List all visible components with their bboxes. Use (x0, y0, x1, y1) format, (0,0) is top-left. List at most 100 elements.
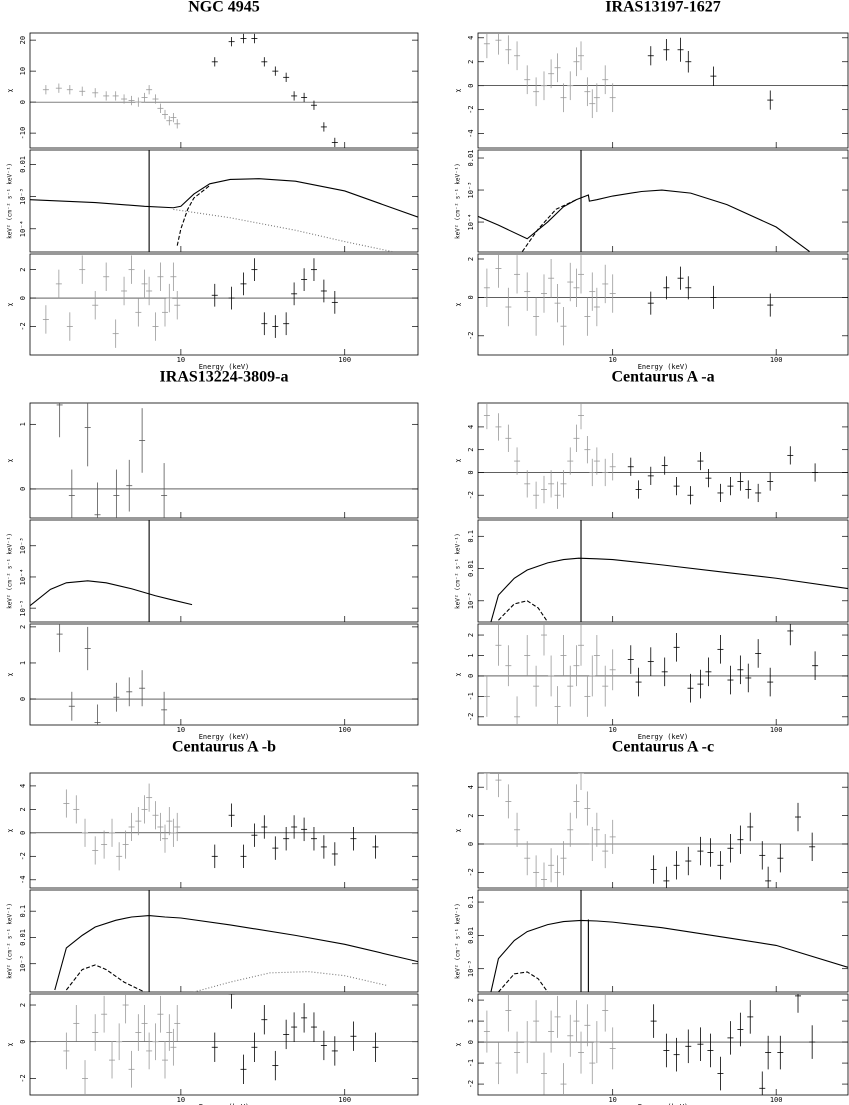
y-tick-label: 0.01 (19, 929, 27, 946)
model-curve (176, 185, 211, 246)
y-axis-label: keV² (cm⁻² s⁻¹ keV⁻¹) (7, 533, 14, 609)
panel-frame (29, 253, 419, 356)
x-tick-label: 100 (770, 726, 783, 734)
y-tick-label: 0.1 (467, 530, 475, 543)
plot-area (30, 33, 418, 148)
y-axis-label: keV² (cm⁻² s⁻¹ keV⁻¹) (455, 533, 462, 609)
panel-frame (29, 772, 419, 889)
y-axis-label: χ (455, 1042, 462, 1046)
y-tick-label: -1 (467, 692, 475, 700)
y-tick-label: 10 (19, 67, 27, 75)
x-tick-label: 10 (608, 726, 616, 734)
panel-frame (477, 519, 849, 623)
y-tick-label: 1 (19, 422, 27, 426)
panel-frame (477, 32, 849, 149)
y-tick-label: 0 (19, 296, 27, 300)
y-tick-label: 2 (467, 448, 475, 452)
x-axis-label: Energy (keV) (199, 1103, 250, 1105)
y-tick-label: 2 (467, 60, 475, 64)
y-tick-label: -4 (467, 129, 475, 137)
model-curve (490, 557, 848, 622)
x-axis-label: Energy (keV) (638, 733, 689, 741)
y-tick-label: 2 (19, 1003, 27, 1007)
y-tick-label: 4 (467, 425, 475, 429)
plot-area (30, 624, 418, 725)
y-axis-label: χ (7, 1042, 14, 1046)
y-tick-label: 4 (19, 784, 27, 788)
y-tick-label: 0 (467, 295, 475, 299)
y-tick-label: 2 (467, 257, 475, 261)
y-tick-label: 0 (467, 842, 475, 846)
y-tick-label: 0 (19, 100, 27, 104)
y-tick-label: 0 (467, 1040, 475, 1044)
y-tick-label: 2 (19, 268, 27, 272)
model-curve (193, 971, 387, 992)
model-curve (30, 580, 193, 607)
y-tick-label: 0.1 (467, 896, 475, 909)
y-tick-label: 0.01 (467, 150, 475, 167)
y-tick-label: 0.01 (19, 156, 27, 173)
chart-title: IRAS13224-3809-a (160, 369, 289, 386)
y-tick-label: 10⁻⁴ (19, 569, 27, 586)
y-tick-label: 0.01 (467, 927, 475, 944)
model-curve (54, 915, 418, 991)
y-tick-label: 10⁻⁵ (19, 600, 27, 617)
y-tick-label: 20 (19, 36, 27, 44)
y-tick-label: 10⁻³ (467, 960, 475, 977)
y-tick-label: 2 (19, 807, 27, 811)
y-tick-label: -2 (19, 1074, 27, 1082)
x-tick-label: 10 (177, 726, 185, 734)
y-tick-label: 1 (467, 1019, 475, 1023)
y-tick-label: 4 (467, 785, 475, 789)
y-axis-label: χ (7, 672, 14, 676)
plot-area (30, 783, 418, 871)
panel-frame (477, 889, 849, 993)
y-axis-label: keV² (cm⁻² s⁻¹ keV⁻¹) (455, 903, 462, 979)
y-tick-label: 2 (467, 998, 475, 1002)
model-curve (498, 600, 549, 622)
y-tick-label: 0 (467, 470, 475, 474)
y-axis-label: χ (455, 88, 462, 92)
y-tick-label: 10⁻⁴ (19, 220, 27, 237)
x-tick-label: 100 (338, 356, 351, 364)
y-tick-label: 2 (467, 633, 475, 637)
y-tick-label: 1 (467, 653, 475, 657)
y-tick-label: 0 (19, 1040, 27, 1044)
y-tick-label: 0 (467, 674, 475, 678)
y-tick-label: 0.01 (467, 560, 475, 577)
panel-frame (29, 402, 419, 519)
y-tick-label: -2 (467, 105, 475, 113)
x-axis-label: Energy (keV) (638, 363, 689, 371)
panel-frame (29, 519, 419, 623)
y-tick-label: -2 (467, 491, 475, 499)
x-tick-label: 100 (338, 726, 351, 734)
y-tick-label: -2 (19, 852, 27, 860)
y-tick-label: 10⁻³ (19, 537, 27, 554)
x-tick-label: 100 (338, 1096, 351, 1104)
y-tick-label: 0 (467, 84, 475, 88)
y-tick-label: -10 (19, 127, 27, 140)
y-tick-label: -2 (467, 868, 475, 876)
plot-area (30, 403, 418, 518)
panel-frame (477, 149, 849, 253)
chart-title: NGC 4945 (188, 0, 260, 16)
plot-area (478, 624, 848, 725)
y-tick-label: -2 (19, 322, 27, 330)
y-axis-label: χ (7, 458, 14, 462)
plot-area (478, 994, 848, 1095)
y-tick-label: 0 (19, 697, 27, 701)
plot-area (478, 403, 848, 509)
model-curve (173, 208, 395, 252)
plot-area (30, 150, 418, 252)
x-tick-label: 100 (770, 356, 783, 364)
y-tick-label: -2 (467, 332, 475, 340)
chart-title: Centaurus A -a (611, 369, 714, 386)
y-axis-label: keV² (cm⁻² s⁻¹ keV⁻¹) (455, 163, 462, 239)
y-tick-label: 2 (467, 813, 475, 817)
x-tick-label: 100 (770, 1096, 783, 1104)
panel-frame (29, 889, 419, 993)
y-tick-label: 10⁻³ (467, 182, 475, 199)
y-tick-label: 10⁻⁴ (467, 214, 475, 231)
y-tick-label: 4 (467, 36, 475, 40)
model-curve (521, 199, 577, 252)
